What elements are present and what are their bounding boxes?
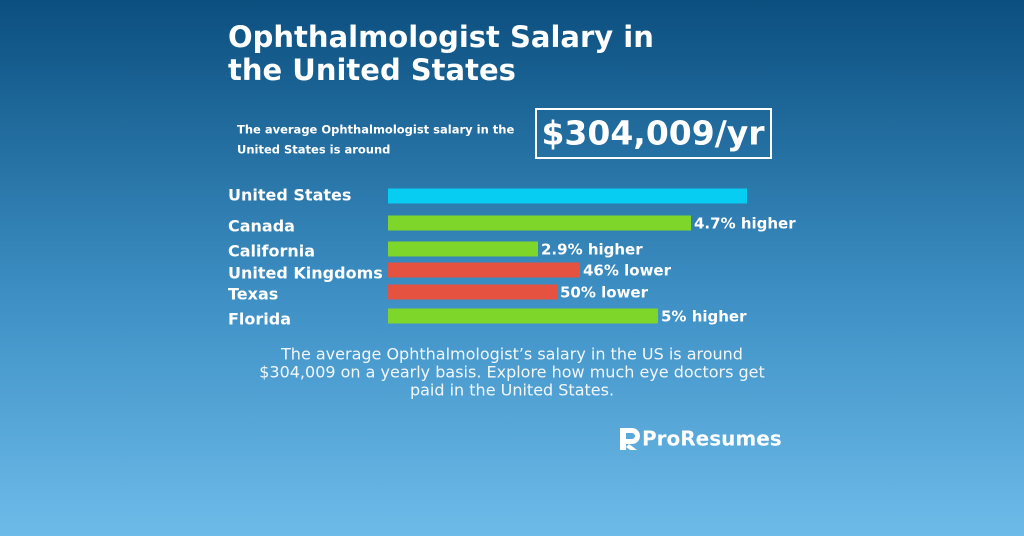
row-label: California	[228, 242, 315, 261]
row-label: Florida	[228, 310, 291, 329]
title-line: Ophthalmologist Salary in	[228, 20, 654, 54]
bar	[388, 262, 580, 278]
bar-note: 2.9% higher	[541, 241, 643, 259]
bar	[388, 215, 691, 231]
row-label: Canada	[228, 217, 295, 236]
row-label: Texas	[228, 285, 278, 304]
row-label: United States	[228, 186, 351, 205]
bar-note: 5% higher	[661, 308, 747, 326]
bar	[388, 188, 747, 204]
bar	[388, 241, 538, 257]
bar-note: 4.7% higher	[694, 215, 796, 233]
footer-line: $304,009 on a yearly basis. Explore how …	[259, 363, 765, 382]
title-line: the United States	[228, 53, 516, 87]
highlight-box	[535, 108, 772, 159]
footer-line: The average Ophthalmologist’s salary in …	[280, 345, 743, 364]
bar-rows: United States Canada 4.7% higher California…	[228, 186, 796, 329]
footer-line: paid in the United States.	[410, 381, 614, 400]
row-label: United Kingdoms	[228, 264, 383, 283]
intro-line: United States is around	[237, 143, 390, 157]
bar-note: 50% lower	[560, 284, 649, 302]
highlight-value: $304,009/yr	[541, 114, 765, 153]
bar	[388, 308, 658, 324]
bar	[388, 284, 557, 300]
brand-name: ProResumes	[642, 427, 782, 451]
brand-icon	[620, 428, 640, 450]
intro-line: The average Ophthalmologist salary in th…	[237, 123, 514, 137]
bar-note: 46% lower	[583, 262, 672, 280]
